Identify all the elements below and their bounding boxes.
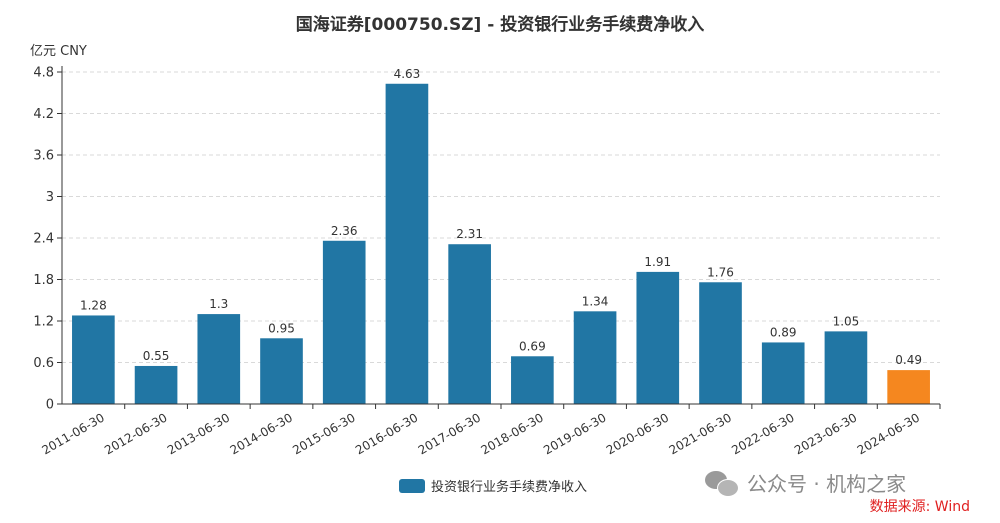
y-tick-label: 4.8 [33, 66, 54, 81]
watermark-text: 公众号 · 机构之家 [747, 472, 907, 496]
bars [72, 83, 930, 404]
bar[interactable] [887, 370, 930, 404]
bar[interactable] [636, 271, 680, 404]
chart-title: 国海证券[000750.SZ] - 投资银行业务手续费净收入 [295, 15, 705, 35]
x-tick-label: 2011-06-30 [39, 410, 106, 457]
bar[interactable] [573, 311, 617, 404]
bar[interactable] [197, 314, 241, 404]
bar[interactable] [385, 83, 429, 404]
bar-value-label: 1.34 [582, 294, 609, 308]
bar[interactable] [824, 331, 868, 404]
x-tick-label: 2018-06-30 [478, 410, 545, 457]
bar-value-label: 0.95 [268, 321, 295, 335]
x-tick-label: 2014-06-30 [228, 410, 295, 457]
bar-value-label: 0.49 [895, 353, 922, 367]
x-tick-label: 2022-06-30 [729, 410, 796, 457]
y-tick-label: 0.6 [33, 356, 54, 371]
bar[interactable] [134, 365, 178, 404]
x-axis-ticks: 2011-06-302012-06-302013-06-302014-06-30… [39, 404, 941, 457]
bar[interactable] [448, 244, 491, 404]
wechat-icon [705, 469, 739, 497]
legend[interactable]: 投资银行业务手续费净收入 [399, 476, 587, 495]
x-tick-label: 2021-06-30 [667, 410, 734, 457]
y-tick-label: 1.8 [33, 273, 54, 288]
bar-value-label: 1.91 [644, 255, 671, 269]
y-tick-label: 1.2 [33, 315, 54, 330]
bar-value-label: 0.69 [519, 339, 546, 353]
x-tick-label: 2013-06-30 [165, 410, 232, 457]
y-tick-label: 3.6 [33, 149, 54, 164]
bar[interactable] [260, 338, 303, 404]
x-tick-label: 2017-06-30 [416, 410, 483, 457]
bar-value-label: 1.05 [833, 314, 860, 328]
y-axis-unit-label: 亿元 CNY [30, 44, 87, 59]
bar[interactable] [761, 342, 805, 404]
grid-lines [62, 71, 940, 363]
x-tick-label: 2024-06-30 [855, 410, 922, 457]
y-tick-label: 3 [46, 190, 54, 205]
bar[interactable] [322, 240, 366, 404]
x-tick-label: 2015-06-30 [290, 410, 357, 457]
bar-value-labels: 1.28 0.55 1.3 0.95 2.36 4.63 2.31 0.69 1.34 1.91 1… [80, 67, 922, 367]
bar-value-label: 1.28 [80, 298, 107, 312]
bar[interactable] [72, 315, 115, 404]
x-tick-label: 2016-06-30 [353, 410, 420, 457]
legend-swatch [399, 478, 425, 493]
bar-value-label: 2.36 [331, 224, 358, 238]
bar[interactable] [699, 282, 742, 404]
bar-value-label: 1.76 [707, 265, 734, 279]
x-tick-label: 2023-06-30 [792, 410, 859, 457]
x-tick-label: 2019-06-30 [541, 410, 608, 457]
axes [61, 66, 940, 405]
y-axis-ticks: 0 0.6 1.2 1.8 2.4 3 3.6 4.2 4.8 [33, 66, 62, 413]
bar-value-label: 0.55 [143, 349, 170, 363]
x-tick-label: 2020-06-30 [604, 410, 671, 457]
bar-value-label: 4.63 [394, 67, 421, 81]
watermark: 公众号 · 机构之家 [705, 468, 906, 497]
y-tick-label: 4.2 [33, 107, 54, 122]
y-tick-label: 2.4 [33, 232, 54, 247]
y-tick-label: 0 [46, 398, 54, 413]
bar[interactable] [511, 356, 554, 404]
bar-value-label: 0.89 [770, 325, 797, 339]
data-source: 数据来源: Wind [869, 499, 970, 515]
bar-value-label: 1.3 [209, 297, 228, 311]
x-tick-label: 2012-06-30 [102, 410, 169, 457]
bar-value-label: 2.31 [456, 227, 483, 241]
legend-label: 投资银行业务手续费净收入 [431, 480, 588, 495]
